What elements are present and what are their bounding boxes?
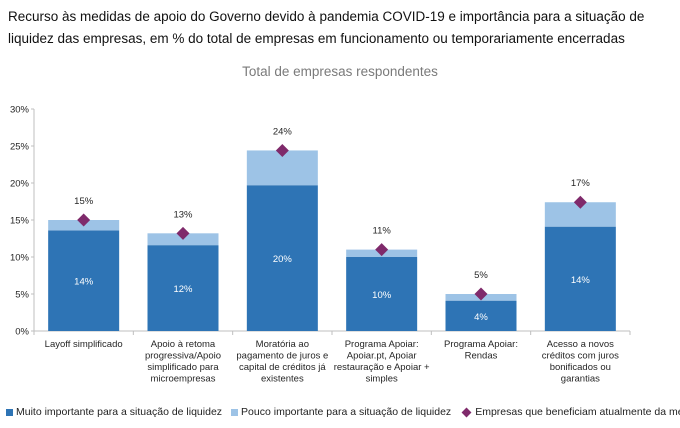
y-tick-label: 15% — [10, 216, 30, 227]
bar-very-important — [346, 257, 418, 331]
bar-very-important — [48, 230, 120, 331]
x-category-label: existentes — [261, 374, 304, 385]
bar-value-label: 4% — [474, 312, 488, 323]
legend-swatch-beneficiaries — [461, 407, 472, 417]
legend-label-beneficiaries: Empresas que beneficiam atualmente da me… — [475, 406, 680, 418]
marker-diamond — [77, 213, 91, 227]
y-tick-label: 0% — [15, 327, 29, 338]
y-tick-label: 20% — [10, 179, 30, 190]
bar-value-label: 12% — [173, 284, 193, 295]
x-category-label: Layoff simplificado — [45, 339, 123, 350]
y-tick-label: 30% — [10, 105, 30, 116]
x-category-label: capital de créditos já — [239, 362, 326, 373]
x-category-label: progressiva/Apoio — [145, 351, 221, 362]
bar-value-label: 14% — [571, 275, 591, 286]
x-category-label: garantias — [561, 374, 600, 385]
y-tick-label: 5% — [15, 290, 29, 301]
marker-diamond — [275, 143, 289, 157]
marker-value-label: 11% — [373, 226, 392, 237]
x-category-label: bonificados ou — [550, 362, 611, 373]
chart-subtitle: Total de empresas respondentes — [242, 64, 438, 79]
bar-very-important — [445, 300, 517, 331]
bar-value-label: 14% — [74, 277, 94, 288]
x-category-label: Moratória ao — [256, 339, 309, 350]
marker-diamond — [573, 195, 587, 209]
bar-very-important — [147, 245, 219, 331]
legend-item-beneficiaries: Empresas que beneficiam atualmente da me… — [460, 406, 680, 418]
x-category-label: Programa Apoiar: — [345, 339, 419, 350]
bar-very-important — [544, 226, 616, 331]
stacked-bar-chart: 0% 5% 10% 15% 20% 25% 30% 14% 15% Layoff simplifi… — [10, 105, 631, 385]
chart-legend: Muito importante para a situação de liqu… — [6, 406, 680, 418]
legend-label-very-important: Muito importante para a situação de liqu… — [16, 406, 223, 418]
bar-very-important — [246, 185, 318, 331]
legend-item-little-important: Pouco importante para a situação de liqu… — [231, 406, 451, 418]
x-category-label: pagamento de juros e — [236, 351, 328, 362]
legend-item-very-important: Muito importante para a situação de liqu… — [6, 406, 222, 418]
x-category-label: Acesso a novos — [547, 339, 614, 350]
marker-value-label: 15% — [74, 196, 94, 207]
bar-value-label: 20% — [273, 254, 293, 265]
x-category-label: Rendas — [465, 351, 498, 362]
marker-value-label: 17% — [571, 178, 591, 189]
x-category-label: créditos com juros — [542, 351, 619, 362]
x-category-label: simples — [366, 374, 398, 385]
y-tick-label: 25% — [10, 142, 30, 153]
x-category-label: restauração e Apoiar + — [334, 362, 430, 373]
marker-diamond — [176, 226, 190, 240]
marker-diamond — [375, 243, 389, 257]
marker-value-label: 13% — [173, 209, 193, 220]
x-category-label: Apoio à retoma — [151, 339, 216, 350]
legend-swatch-very-important — [6, 408, 13, 416]
bar-value-label: 10% — [372, 290, 392, 301]
y-tick-label: 10% — [10, 253, 30, 264]
legend-swatch-little-important — [231, 408, 239, 416]
x-category-label: microempresas — [151, 374, 216, 385]
chart-title: Recurso às medidas de apoio do Governo d… — [8, 9, 645, 46]
marker-value-label: 5% — [474, 270, 488, 281]
marker-diamond — [474, 287, 488, 301]
x-category-label: Programa Apoiar: — [444, 339, 518, 350]
legend-label-little-important: Pouco importante para a situação de liqu… — [241, 406, 452, 418]
x-category-label: simplificado para — [147, 362, 219, 373]
x-category-label: Apoiar.pt, Apoiar — [347, 351, 417, 362]
marker-value-label: 24% — [273, 126, 293, 137]
